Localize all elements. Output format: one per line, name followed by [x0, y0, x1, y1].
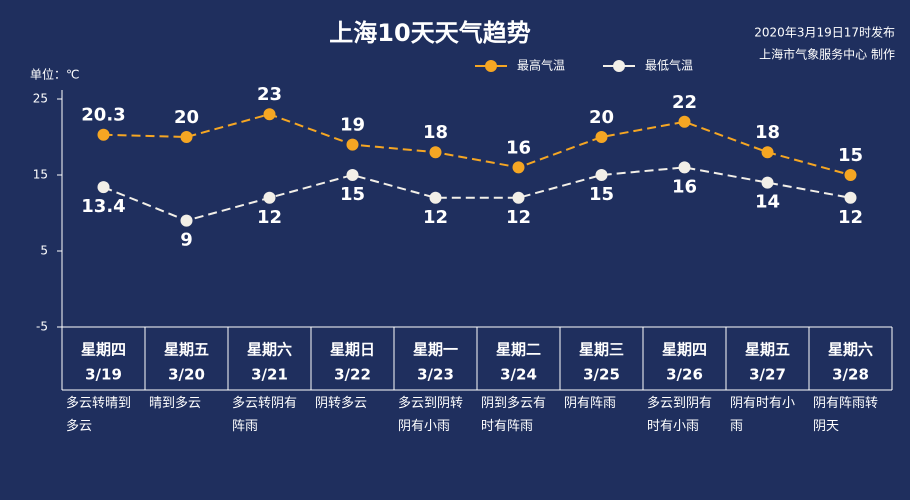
data-label: 20.3 — [81, 105, 125, 126]
date-label: 3/20 — [168, 366, 205, 384]
y-tick-label: 5 — [40, 244, 48, 258]
data-label: 12 — [838, 207, 863, 228]
date-label: 3/26 — [666, 366, 703, 384]
data-label: 15 — [589, 184, 614, 205]
legend-label: 最高气温 — [517, 58, 565, 73]
data-label: 16 — [672, 176, 697, 197]
x-tick-label: 星期四 — [662, 341, 707, 359]
legend-marker — [613, 60, 625, 72]
point — [346, 169, 359, 181]
data-label: 20 — [174, 107, 199, 128]
point — [761, 176, 774, 189]
data-label: 12 — [257, 207, 282, 228]
x-tick-label: 星期一 — [413, 341, 458, 359]
weather-label: 阴有阵雨转阴天 — [813, 396, 879, 434]
x-tick-label: 星期四 — [81, 341, 126, 359]
date-label: 3/22 — [334, 366, 371, 384]
point — [180, 131, 193, 143]
data-label: 19 — [340, 115, 365, 136]
data-label: 22 — [672, 92, 697, 113]
y-tick-label: -5 — [36, 320, 48, 334]
point — [263, 191, 276, 204]
x-tick-label: 星期六 — [247, 341, 292, 359]
x-tick-label: 星期五 — [745, 341, 790, 359]
data-label: 9 — [180, 230, 193, 251]
weather-label: 多云到阴转阴有小雨 — [398, 396, 464, 434]
data-label: 16 — [506, 137, 531, 158]
y-tick-label: 15 — [33, 168, 48, 182]
weather-label: 多云转阴有阵雨 — [232, 396, 298, 434]
point — [263, 108, 276, 121]
data-label: 12 — [423, 207, 448, 228]
data-label: 13.4 — [81, 196, 125, 217]
data-label: 14 — [755, 192, 780, 213]
legend-marker — [485, 60, 497, 72]
date-label: 3/23 — [417, 366, 454, 384]
data-label: 15 — [340, 184, 365, 205]
point — [429, 191, 442, 204]
point — [595, 131, 608, 143]
subtitle: 2020年3月19日17时发布 — [754, 25, 895, 40]
point — [429, 146, 442, 159]
subtitle: 上海市气象服务中心 制作 — [759, 47, 895, 62]
y-axis-label: 单位：℃ — [30, 67, 79, 82]
date-label: 3/27 — [749, 366, 786, 384]
point — [180, 214, 193, 227]
series-line — [103, 166, 851, 222]
data-label: 12 — [506, 207, 531, 228]
point — [346, 138, 359, 151]
date-label: 3/19 — [85, 366, 122, 384]
point — [844, 169, 857, 181]
point — [512, 161, 525, 174]
date-label: 3/25 — [583, 366, 620, 384]
point — [678, 161, 691, 174]
chart-title: 上海10天天气趋势 — [329, 19, 530, 47]
date-label: 3/24 — [500, 366, 537, 384]
data-label: 18 — [423, 122, 448, 143]
point — [97, 181, 110, 194]
x-tick-label: 星期三 — [579, 341, 624, 359]
point — [97, 128, 110, 141]
weather-label: 阴到多云有时有阵雨 — [481, 396, 547, 434]
data-label: 20 — [589, 107, 614, 128]
weather-label: 晴到多云 — [149, 396, 202, 411]
x-tick-label: 星期五 — [164, 341, 209, 359]
data-label: 18 — [755, 122, 780, 143]
y-tick-label: 25 — [33, 92, 48, 106]
weather-label: 多云转晴到多云 — [66, 396, 132, 434]
data-label: 23 — [257, 84, 282, 105]
point — [761, 146, 774, 159]
x-tick-label: 星期二 — [496, 341, 541, 359]
date-label: 3/28 — [832, 366, 869, 384]
point — [512, 191, 525, 204]
legend-label: 最低气温 — [645, 58, 693, 73]
data-label: 15 — [838, 145, 863, 166]
x-tick-label: 星期日 — [330, 341, 375, 359]
weather-label: 阴有阵雨 — [564, 396, 617, 411]
point — [595, 169, 608, 181]
point — [678, 115, 691, 128]
series-line — [103, 113, 851, 176]
weather-label: 阴有时有小雨 — [730, 396, 796, 434]
x-tick-label: 星期六 — [828, 341, 873, 359]
date-label: 3/21 — [251, 366, 288, 384]
weather-label: 多云到阴有时有小雨 — [647, 396, 713, 434]
weather-label: 阴转多云 — [315, 396, 368, 411]
point — [844, 191, 857, 204]
